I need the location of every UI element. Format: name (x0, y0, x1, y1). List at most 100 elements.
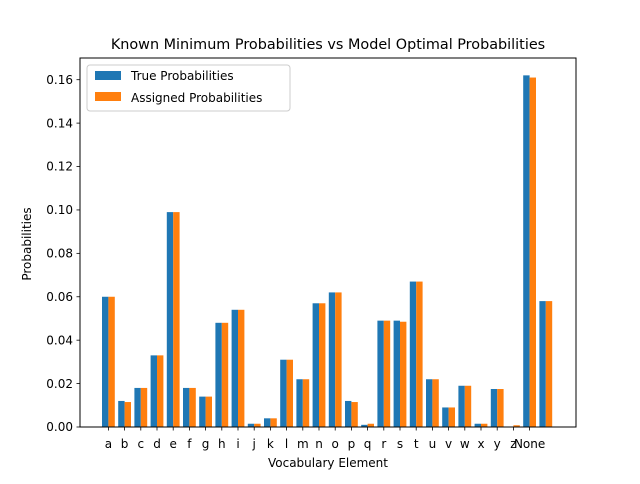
y-tick-label: 0.02 (46, 377, 73, 391)
x-tick-label: n (315, 437, 323, 451)
bar-assigned-11 (286, 359, 293, 427)
bar-true-24 (490, 389, 498, 427)
bar-true-21 (442, 407, 449, 427)
bar-true-14 (328, 292, 336, 427)
bar-true-23 (474, 423, 481, 427)
bar-assigned-20 (432, 379, 439, 427)
x-tick-label: g (202, 437, 210, 451)
x-tick-label: a (105, 437, 112, 451)
bar-true-2 (134, 387, 141, 427)
x-tick-label: z (510, 437, 516, 451)
y-tick-label: 0.00 (46, 420, 73, 434)
chart-title: Known Minimum Probabilities vs Model Opt… (111, 37, 545, 53)
bar-true-11 (280, 359, 287, 427)
x-tick-label: w (460, 437, 470, 451)
bar-assigned-27 (545, 301, 553, 427)
bar-assigned-12 (302, 379, 310, 427)
bar-assigned-19 (416, 281, 423, 427)
bar-true-20 (426, 379, 433, 427)
bar-true-8 (231, 309, 238, 427)
x-tick-label: v (445, 437, 452, 451)
x-tick-label: e (170, 437, 177, 451)
bar-true-5 (183, 387, 190, 427)
x-tick-label: None (514, 437, 545, 451)
x-tick-label: f (187, 437, 192, 451)
bar-true-10 (264, 418, 271, 427)
x-tick-label: p (348, 437, 356, 451)
bar-assigned-3 (157, 355, 164, 427)
y-tick-label: 0.12 (46, 160, 73, 174)
x-tick-label: q (364, 437, 372, 451)
bar-true-9 (247, 423, 255, 427)
bar-true-3 (150, 355, 157, 427)
x-tick-label: d (153, 437, 161, 451)
y-axis-ticks: 0.00 0.02 0.04 0.06 0.08 0.10 0.12 0.14 0.16 (46, 73, 80, 434)
x-tick-label: l (285, 437, 288, 451)
y-tick-label: 0.10 (46, 203, 73, 217)
x-tick-label: u (429, 437, 437, 451)
bar-assigned-15 (351, 402, 358, 427)
bar-assigned-4 (173, 212, 180, 427)
y-tick-label: 0.06 (46, 290, 73, 304)
x-tick-label: h (218, 437, 226, 451)
bar-assigned-16 (367, 423, 374, 427)
bar-assigned-17 (383, 320, 391, 427)
bar-true-13 (312, 303, 319, 427)
bar-assigned-1 (124, 402, 131, 427)
bar-assigned-6 (205, 396, 212, 427)
x-tick-label: x (477, 437, 484, 451)
x-tick-label: y (494, 437, 501, 451)
x-tick-label: i (236, 437, 239, 451)
bar-assigned-7 (221, 322, 229, 427)
x-tick-label: t (414, 437, 419, 451)
bar-true-12 (296, 379, 303, 427)
bar-assigned-18 (400, 321, 407, 427)
bar-true-27 (539, 301, 546, 427)
bar-assigned-13 (319, 303, 326, 427)
legend-swatch-assigned-probabilities (95, 92, 121, 101)
legend-label-assigned-probabilities: Assigned Probabilities (131, 91, 262, 105)
bar-true-16 (361, 424, 368, 427)
bar-assigned-8 (238, 309, 245, 427)
legend: True Probabilities Assigned Probabilitie… (86, 64, 291, 112)
bar-true-22 (458, 385, 465, 427)
bar-assigned-0 (108, 296, 115, 427)
x-axis-label: Vocabulary Element (268, 456, 388, 470)
x-tick-label: j (252, 437, 256, 451)
bar-assigned-9 (254, 423, 261, 427)
y-tick-label: 0.04 (46, 333, 73, 347)
bar-true-0 (102, 296, 109, 427)
bar-true-17 (377, 320, 384, 427)
x-tick-label: r (381, 437, 386, 451)
x-tick-label: c (137, 437, 144, 451)
legend-box (86, 64, 291, 112)
bar-assigned-23 (481, 423, 488, 427)
bar-assigned-22 (464, 385, 472, 427)
bars-layer (102, 75, 553, 428)
bar-true-26 (523, 75, 530, 428)
x-tick-label: o (332, 437, 339, 451)
bar-true-6 (199, 396, 206, 427)
bar-true-1 (118, 400, 125, 427)
y-axis-label: Probabilities (20, 207, 34, 280)
legend-label-true-probabilities: True Probabilities (130, 69, 234, 83)
x-tick-label: s (397, 437, 403, 451)
bar-assigned-5 (189, 387, 196, 427)
bar-true-4 (166, 212, 174, 427)
bar-true-18 (393, 320, 400, 427)
x-tick-label: k (267, 437, 274, 451)
bar-assigned-2 (140, 387, 148, 427)
legend-swatch-true-probabilities (95, 71, 121, 80)
y-tick-label: 0.08 (46, 247, 73, 261)
bar-assigned-21 (448, 407, 455, 427)
y-tick-label: 0.16 (46, 73, 73, 87)
plot-frame (79, 57, 577, 428)
bar-true-7 (215, 322, 222, 427)
bar-true-19 (409, 281, 417, 427)
bar-assigned-25 (513, 425, 520, 427)
bar-true-15 (345, 400, 352, 427)
bar-assigned-26 (529, 77, 536, 427)
